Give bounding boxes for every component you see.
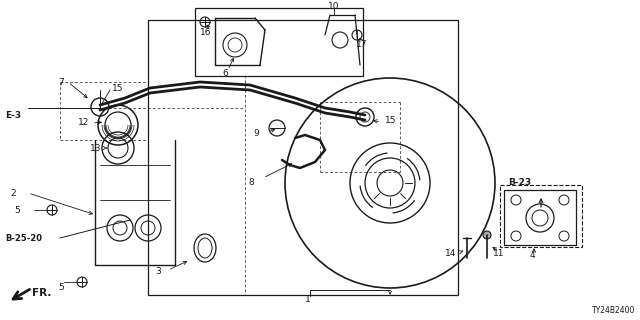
Text: FR.: FR. bbox=[32, 288, 51, 298]
Text: 2: 2 bbox=[10, 188, 15, 197]
Text: B-25-20: B-25-20 bbox=[5, 234, 42, 243]
Bar bbox=[500, 185, 582, 247]
Text: 5: 5 bbox=[14, 205, 20, 214]
Text: TY24B2400: TY24B2400 bbox=[591, 306, 635, 315]
Bar bbox=[148, 20, 458, 295]
Text: 11: 11 bbox=[493, 250, 504, 259]
Text: 17: 17 bbox=[356, 39, 367, 49]
Text: 6: 6 bbox=[222, 68, 228, 77]
Text: 13: 13 bbox=[90, 143, 102, 153]
Text: 9: 9 bbox=[253, 129, 259, 138]
Text: E-3: E-3 bbox=[5, 110, 21, 119]
Text: 14: 14 bbox=[445, 250, 456, 259]
Bar bbox=[504, 190, 576, 245]
Text: 15: 15 bbox=[385, 116, 397, 124]
Text: 7: 7 bbox=[58, 77, 64, 86]
Text: 1: 1 bbox=[305, 294, 311, 303]
Text: 15: 15 bbox=[112, 84, 124, 92]
Text: 16: 16 bbox=[200, 28, 211, 36]
Circle shape bbox=[483, 231, 491, 239]
Text: B-23: B-23 bbox=[508, 178, 531, 187]
Text: 4: 4 bbox=[530, 252, 536, 260]
Text: 3: 3 bbox=[155, 268, 161, 276]
Text: 12: 12 bbox=[78, 117, 90, 126]
Text: 5: 5 bbox=[58, 283, 64, 292]
Bar bbox=[195, 8, 363, 76]
Text: 8: 8 bbox=[248, 178, 253, 187]
Text: 10: 10 bbox=[328, 2, 339, 11]
